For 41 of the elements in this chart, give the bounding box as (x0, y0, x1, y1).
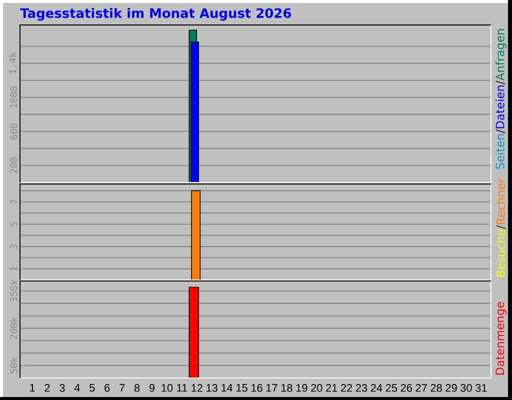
x-tick-label: 31 (476, 384, 487, 392)
x-tick-label: 9 (149, 384, 155, 392)
text: Rechner (496, 178, 505, 224)
x-tick-label: 8 (134, 384, 140, 392)
text: / (496, 80, 506, 85)
x-tick-label: 24 (370, 384, 382, 392)
x-tick-label: 10 (162, 384, 173, 392)
legend-label: Besuche (496, 230, 505, 277)
x-tick-label: 2 (44, 384, 50, 392)
chart-title: Tagesstatistik im Monat August 2026 (20, 8, 291, 21)
x-tick-label: 7 (120, 384, 125, 392)
text: / (496, 225, 506, 230)
x-tick-label: 17 (266, 384, 278, 392)
x-tick-label: 22 (340, 384, 352, 392)
text: Anfragen (495, 29, 507, 81)
x-tick-label: 14 (222, 384, 233, 392)
x-tick-label: 18 (281, 384, 292, 392)
x-tick-label: 3 (60, 384, 65, 392)
x-tick-label: 6 (104, 384, 110, 392)
text: Datenmenge (496, 302, 506, 375)
x-tick-label: 20 (311, 384, 322, 392)
x-tick-label: 13 (206, 384, 218, 392)
legend-label: Seiten (495, 134, 504, 169)
x-tick-label: 29 (446, 384, 457, 392)
x-tick-label: 12 (192, 384, 202, 392)
x-tick-label: 28 (430, 384, 442, 392)
x-tick-label: 26 (400, 384, 412, 392)
text: / (496, 129, 506, 134)
x-tick-label: 4 (74, 384, 80, 392)
x-tick-label: 1 (30, 384, 35, 392)
x-tick-label: 5 (90, 384, 95, 392)
text: Dateien (495, 85, 504, 128)
x-tick-label: 21 (326, 384, 338, 392)
x-tick-label: 16 (251, 384, 262, 392)
x-tick-label: 19 (296, 384, 308, 392)
x-tick-label: 23 (356, 384, 368, 392)
x-tick-label: 25 (386, 384, 398, 392)
x-tick-label: 15 (236, 384, 248, 392)
x-tick-label: 11 (177, 384, 188, 392)
x-tick-label: 27 (416, 384, 427, 392)
x-tick-label: 30 (460, 384, 472, 392)
